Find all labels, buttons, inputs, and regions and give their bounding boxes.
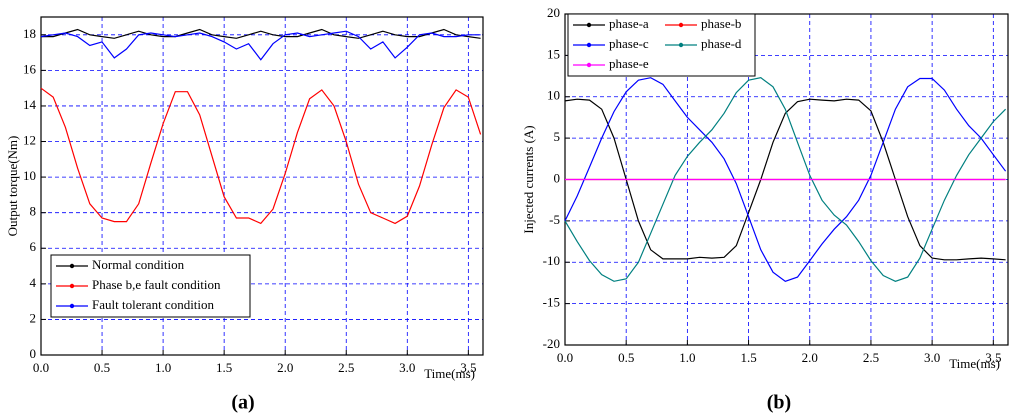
y-tick-label: 5: [554, 129, 561, 144]
legend-marker: [69, 263, 75, 269]
legend-marker: [678, 22, 684, 28]
x-tick-label: 0.0: [557, 350, 573, 365]
y-tick-label: 6: [30, 239, 37, 254]
y-tick-label: 10: [547, 88, 560, 103]
y-tick-label: 14: [23, 97, 37, 112]
legend-label: phase-c: [609, 36, 649, 51]
series-line: [41, 28, 481, 39]
y-tick-label: 20: [547, 5, 560, 20]
x-tick-label: 3.0: [924, 350, 940, 365]
x-tick-label: 0.0: [33, 360, 49, 375]
series-line: [40, 30, 481, 61]
series-line: [564, 77, 1007, 282]
x-tick-label: 3.5: [985, 350, 1001, 365]
y-tick-label: 4: [30, 275, 37, 290]
y-tick-label: -5: [549, 212, 560, 227]
caption: (b): [767, 392, 791, 414]
legend-marker: [586, 42, 592, 48]
caption: (a): [231, 392, 254, 414]
x-tick-label: 1.5: [740, 350, 756, 365]
y-tick-label: 16: [23, 61, 37, 76]
y-tick-label: 10: [23, 168, 36, 183]
x-axis-label: Time(ms): [949, 356, 1000, 371]
x-tick-label: 2.5: [338, 360, 354, 375]
x-tick-label: 3.5: [460, 360, 476, 375]
legend-label: Fault tolerant condition: [92, 297, 215, 312]
legend-label: phase-d: [701, 36, 742, 51]
legend-label: phase-e: [609, 56, 649, 71]
x-tick-label: 1.0: [679, 350, 695, 365]
y-tick-label: 0: [30, 346, 37, 361]
x-tick-label: 0.5: [618, 350, 634, 365]
legend-label: phase-b: [701, 16, 741, 31]
x-tick-label: 1.5: [216, 360, 232, 375]
x-tick-label: 2.0: [802, 350, 818, 365]
legend-label: Normal condition: [92, 257, 185, 272]
y-axis-label: Output torque(Nm): [5, 136, 20, 237]
legend-marker: [586, 22, 592, 28]
x-axis-label: Time(ms): [424, 366, 475, 381]
y-tick-label: 12: [23, 133, 36, 148]
y-axis-label: Injected currents (A): [521, 125, 536, 233]
y-tick-label: -15: [543, 295, 560, 310]
series-line: [564, 98, 1006, 261]
legend-label: Phase b,e fault condition: [92, 277, 221, 292]
y-tick-label: 2: [30, 310, 37, 325]
x-tick-label: 2.5: [863, 350, 879, 365]
legend-marker: [69, 303, 75, 309]
x-tick-label: 1.0: [155, 360, 171, 375]
y-tick-label: -20: [543, 336, 560, 351]
x-tick-label: 0.5: [94, 360, 110, 375]
x-tick-label: 2.0: [277, 360, 293, 375]
series-line: [40, 87, 482, 225]
plot-frame: [40, 16, 484, 356]
legend-marker: [586, 62, 592, 68]
y-tick-label: 8: [30, 204, 37, 219]
y-tick-label: -10: [543, 253, 560, 268]
legend-marker: [69, 283, 75, 289]
y-tick-label: 15: [547, 46, 560, 61]
x-tick-label: 3.0: [399, 360, 415, 375]
y-tick-label: 18: [23, 26, 36, 41]
series-line: [564, 77, 1007, 282]
y-tick-label: 0: [554, 170, 561, 185]
legend-marker: [678, 42, 684, 48]
legend-label: phase-a: [609, 16, 649, 31]
